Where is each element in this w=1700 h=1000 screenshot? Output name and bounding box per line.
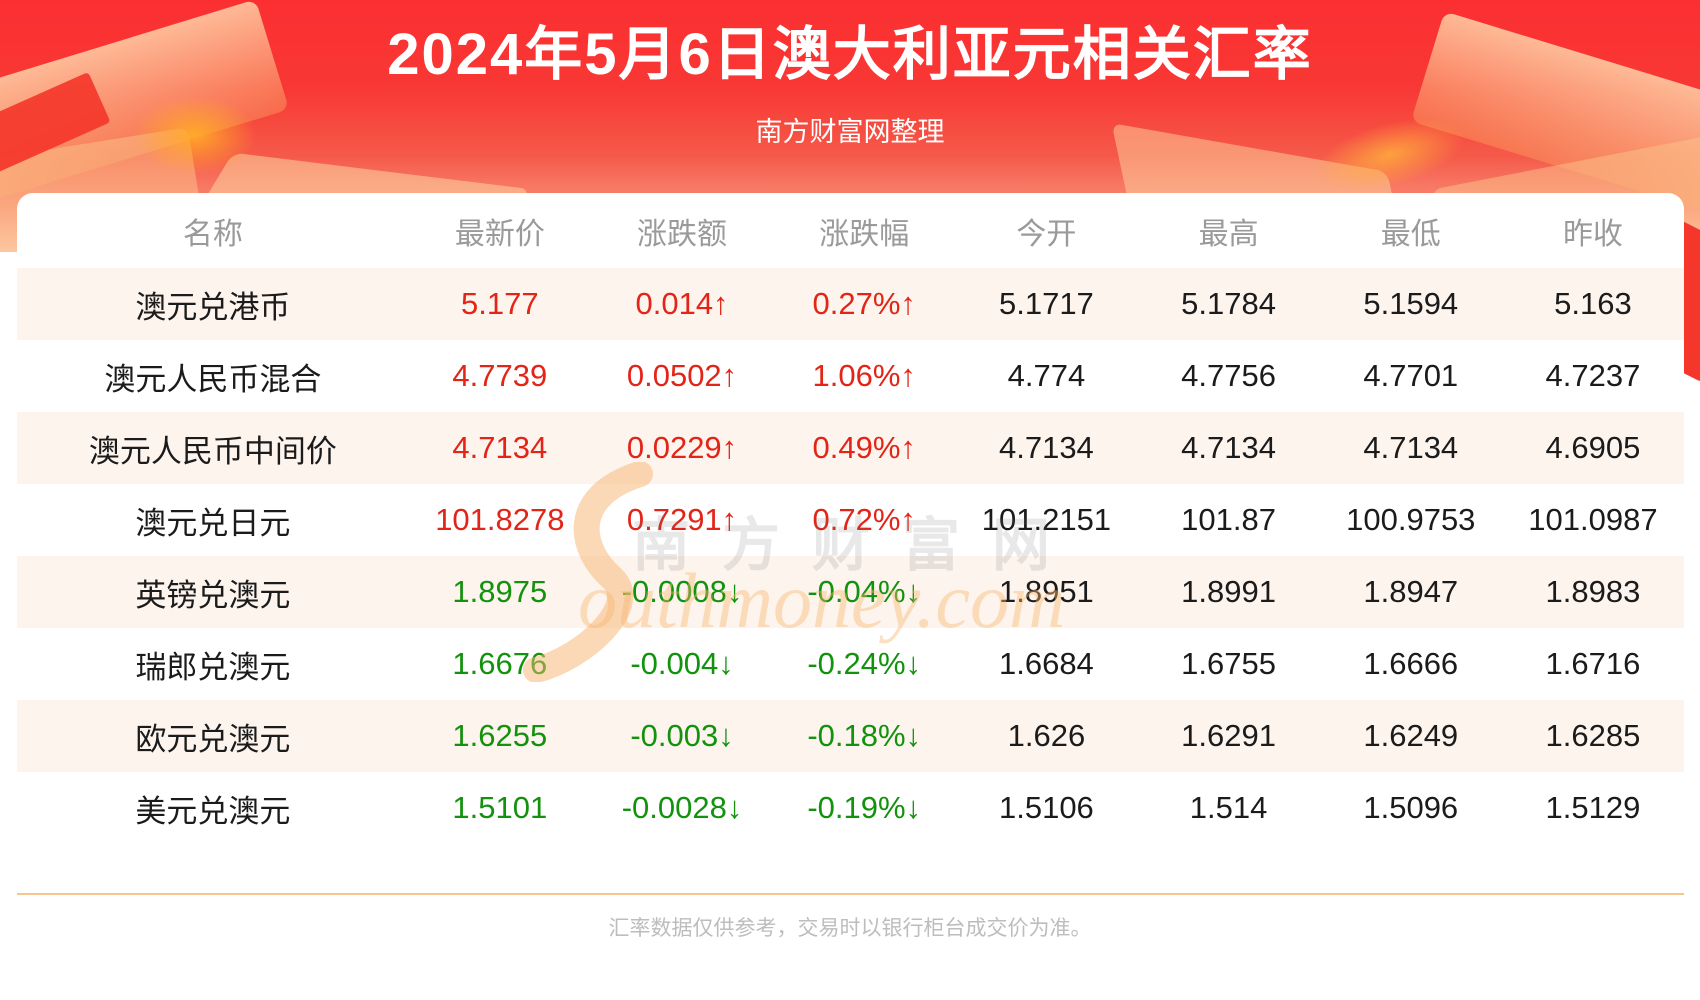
- cell-change-amount: 0.014↑: [635, 286, 729, 321]
- cell-low: 4.7701: [1363, 358, 1459, 393]
- table-header-row: 名称 最新价 涨跌额 涨跌幅 今开 最高 最低 昨收: [17, 193, 1684, 268]
- cell-last-price: 4.7134: [452, 430, 548, 465]
- table-row: 澳元兑日元 101.8278 0.7291↑ 0.72%↑ 101.2151 1…: [17, 484, 1684, 556]
- cell-last-price: 1.6255: [452, 718, 548, 753]
- cell-high: 1.514: [1189, 790, 1268, 825]
- gold-glow-decoration-left: [110, 80, 280, 190]
- cell-change-amount: -0.004↓: [630, 646, 734, 681]
- table-row: 澳元人民币中间价 4.7134 0.0229↑ 0.49%↑ 4.7134 4.…: [17, 412, 1684, 484]
- cell-last-price: 1.8975: [452, 574, 548, 609]
- column-header-open: 今开: [1016, 217, 1077, 251]
- table-row: 英镑兑澳元 1.8975 -0.0008↓ -0.04%↓ 1.8951 1.8…: [17, 556, 1684, 628]
- cell-pair-name: 澳元兑港币: [135, 289, 291, 325]
- rates-table-panel: 名称 最新价 涨跌额 涨跌幅 今开 最高 最低 昨收 澳元兑港币 5.177 0…: [17, 193, 1684, 844]
- cell-change-percent: -0.04%↓: [807, 574, 922, 609]
- cell-pair-name: 英镑兑澳元: [135, 577, 291, 613]
- cell-prev-close: 1.6716: [1545, 646, 1641, 681]
- cell-open: 1.626: [1007, 718, 1086, 753]
- cell-change-amount: 0.0502↑: [626, 358, 738, 393]
- cell-change-amount: -0.0008↓: [621, 574, 743, 609]
- page-subtitle: 南方财富网整理: [755, 117, 945, 147]
- cell-low: 1.6249: [1363, 718, 1459, 753]
- cell-high: 4.7756: [1181, 358, 1276, 393]
- cell-high: 1.6755: [1181, 646, 1276, 681]
- column-header-prev-close: 昨收: [1562, 217, 1623, 251]
- cell-low: 4.7134: [1363, 430, 1459, 465]
- table-row: 澳元兑港币 5.177 0.014↑ 0.27%↑ 5.1717 5.1784 …: [17, 268, 1684, 340]
- cell-high: 1.8991: [1181, 574, 1276, 609]
- table-row: 美元兑澳元 1.5101 -0.0028↓ -0.19%↓ 1.5106 1.5…: [17, 772, 1684, 844]
- column-header-last-price: 最新价: [454, 217, 545, 251]
- cell-prev-close: 1.8983: [1545, 574, 1641, 609]
- cell-prev-close: 4.7237: [1545, 358, 1641, 393]
- cell-last-price: 1.5101: [452, 790, 548, 825]
- cell-prev-close: 5.163: [1554, 286, 1632, 321]
- cell-pair-name: 澳元人民币中间价: [88, 433, 337, 469]
- cell-change-amount: -0.0028↓: [621, 790, 743, 825]
- column-header-high: 最高: [1198, 217, 1259, 251]
- cell-change-amount: -0.003↓: [630, 718, 734, 753]
- cell-last-price: 101.8278: [435, 502, 565, 537]
- cell-high: 5.1784: [1181, 286, 1276, 321]
- cell-high: 101.87: [1181, 502, 1276, 537]
- column-header-change-amount: 涨跌额: [637, 217, 728, 251]
- cell-last-price: 1.6676: [452, 646, 548, 681]
- cell-change-percent: -0.24%↓: [807, 646, 922, 681]
- cell-change-percent: 1.06%↑: [812, 358, 916, 393]
- cell-change-percent: 0.72%↑: [812, 502, 916, 537]
- cell-open: 1.6684: [998, 646, 1094, 681]
- table-row: 欧元兑澳元 1.6255 -0.003↓ -0.18%↓ 1.626 1.629…: [17, 700, 1684, 772]
- cell-prev-close: 1.5129: [1545, 790, 1641, 825]
- cell-low: 1.5096: [1363, 790, 1459, 825]
- footer-divider: [17, 893, 1684, 895]
- column-header-change-percent: 涨跌幅: [819, 217, 910, 251]
- cell-prev-close: 4.6905: [1545, 430, 1641, 465]
- page-title: 2024年5月6日澳大利亚元相关汇率: [387, 22, 1313, 87]
- cell-change-percent: -0.18%↓: [807, 718, 922, 753]
- cell-high: 1.6291: [1181, 718, 1276, 753]
- cell-open: 1.5106: [998, 790, 1094, 825]
- cell-pair-name: 欧元兑澳元: [135, 721, 291, 757]
- column-header-name: 名称: [182, 217, 243, 251]
- cell-pair-name: 澳元人民币混合: [104, 361, 322, 397]
- cell-low: 100.9753: [1346, 502, 1476, 537]
- cell-low: 1.8947: [1363, 574, 1459, 609]
- cell-change-amount: 0.7291↑: [626, 502, 738, 537]
- table-row: 澳元人民币混合 4.7739 0.0502↑ 1.06%↑ 4.774 4.77…: [17, 340, 1684, 412]
- cell-last-price: 5.177: [461, 286, 539, 321]
- cell-prev-close: 1.6285: [1545, 718, 1641, 753]
- cell-change-amount: 0.0229↑: [626, 430, 738, 465]
- cell-open: 101.2151: [981, 502, 1112, 537]
- cell-pair-name: 瑞郎兑澳元: [135, 649, 291, 685]
- cell-low: 1.6666: [1363, 646, 1459, 681]
- footer-disclaimer: 汇率数据仅供参考，交易时以银行柜台成交价为准。: [608, 917, 1092, 940]
- cell-change-percent: -0.19%↓: [807, 790, 922, 825]
- cell-change-percent: 0.49%↑: [812, 430, 916, 465]
- cell-pair-name: 美元兑澳元: [135, 793, 291, 829]
- cell-open: 4.774: [1007, 358, 1086, 393]
- cell-prev-close: 101.0987: [1528, 502, 1658, 537]
- cell-open: 5.1717: [998, 286, 1094, 321]
- table-row: 瑞郎兑澳元 1.6676 -0.004↓ -0.24%↓ 1.6684 1.67…: [17, 628, 1684, 700]
- column-header-low: 最低: [1380, 217, 1441, 251]
- cell-change-percent: 0.27%↑: [812, 286, 916, 321]
- cell-open: 1.8951: [998, 574, 1094, 609]
- cell-last-price: 4.7739: [452, 358, 548, 393]
- rates-table: 名称 最新价 涨跌额 涨跌幅 今开 最高 最低 昨收 澳元兑港币 5.177 0…: [17, 193, 1684, 844]
- cell-high: 4.7134: [1181, 430, 1276, 465]
- cell-pair-name: 澳元兑日元: [135, 505, 291, 541]
- cell-low: 5.1594: [1363, 286, 1459, 321]
- cell-open: 4.7134: [998, 430, 1094, 465]
